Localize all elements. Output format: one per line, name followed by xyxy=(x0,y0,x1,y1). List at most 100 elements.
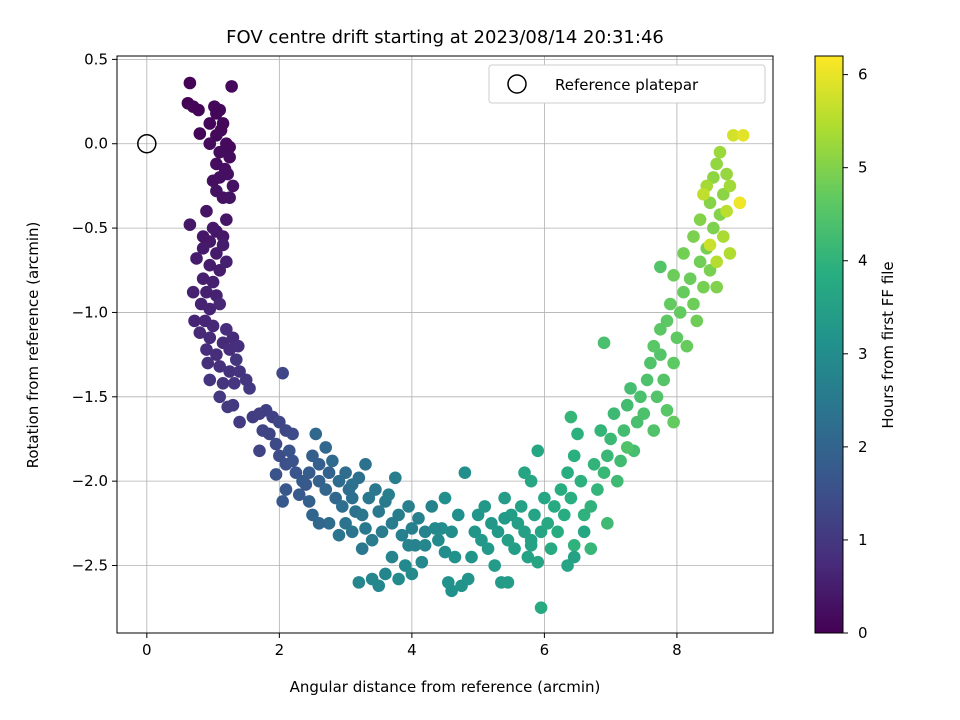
data-point xyxy=(355,542,369,555)
data-point xyxy=(587,457,601,471)
data-point xyxy=(498,491,511,505)
colorbar-ticks: 0 1 2 3 4 5 6 xyxy=(843,66,868,642)
data-point xyxy=(703,196,717,210)
data-point xyxy=(312,517,326,530)
data-point xyxy=(654,348,667,361)
data-point xyxy=(405,522,419,535)
data-point xyxy=(322,517,336,530)
data-point xyxy=(717,188,730,201)
data-point xyxy=(541,517,555,530)
legend-label: Reference platepar xyxy=(555,76,699,94)
data-point xyxy=(269,437,283,451)
data-point xyxy=(223,191,236,205)
data-point xyxy=(524,474,538,488)
data-point xyxy=(548,500,561,513)
data-point xyxy=(365,533,379,547)
data-point xyxy=(561,559,574,572)
data-point xyxy=(693,213,707,226)
data-point xyxy=(289,466,303,480)
data-point xyxy=(521,550,535,564)
data-point xyxy=(607,407,621,420)
data-point xyxy=(485,517,498,530)
data-point xyxy=(720,167,733,181)
data-point xyxy=(282,444,296,458)
data-point xyxy=(703,263,717,277)
data-point xyxy=(395,528,409,542)
data-point xyxy=(577,508,591,522)
colorbar-tick-label: 6 xyxy=(858,66,868,84)
data-point xyxy=(210,247,223,260)
data-point xyxy=(203,331,217,345)
data-point xyxy=(210,348,223,361)
data-point xyxy=(511,517,525,530)
colorbar-tick-label: 1 xyxy=(858,531,868,549)
data-point xyxy=(531,444,545,458)
legend: Reference platepar xyxy=(488,64,766,104)
y-tick-label: −0.5 xyxy=(72,219,108,237)
data-point xyxy=(654,323,667,336)
data-point xyxy=(475,533,488,547)
data-point xyxy=(428,522,442,535)
data-point xyxy=(577,525,591,539)
data-point xyxy=(213,297,227,311)
legend-marker xyxy=(507,74,527,94)
data-point xyxy=(302,495,316,508)
data-point xyxy=(567,538,581,552)
data-point xyxy=(372,505,386,518)
data-point xyxy=(601,517,614,530)
data-point xyxy=(680,339,694,353)
data-point xyxy=(538,491,551,505)
data-point xyxy=(630,415,644,429)
data-point xyxy=(567,550,581,564)
data-point xyxy=(223,140,236,154)
data-point xyxy=(707,221,720,235)
data-point xyxy=(663,297,677,311)
data-point xyxy=(286,427,299,441)
data-point xyxy=(610,474,624,488)
data-point xyxy=(203,258,217,272)
x-tick-label: 4 xyxy=(407,641,417,659)
y-tick-label: −2.5 xyxy=(72,557,108,575)
data-point xyxy=(471,508,485,522)
data-point xyxy=(190,252,203,265)
data-point xyxy=(620,441,634,454)
data-point xyxy=(192,103,205,117)
data-point xyxy=(339,517,352,530)
data-point xyxy=(624,382,637,395)
data-point xyxy=(710,255,723,269)
data-point xyxy=(389,471,402,485)
x-tick-label: 0 xyxy=(142,641,152,659)
data-point xyxy=(478,500,492,513)
data-point xyxy=(657,373,670,387)
data-point xyxy=(544,542,558,555)
colorbar-tick-label: 4 xyxy=(858,252,868,270)
data-point xyxy=(392,508,405,522)
data-point xyxy=(445,584,458,598)
data-point xyxy=(398,559,412,572)
data-point xyxy=(720,204,733,218)
data-point xyxy=(604,432,617,446)
data-points xyxy=(181,76,750,614)
data-point xyxy=(203,302,217,316)
chart-title: FOV centre drift starting at 2023/08/14 … xyxy=(226,27,664,48)
data-point xyxy=(223,365,236,378)
data-point xyxy=(382,488,395,501)
data-point xyxy=(402,538,415,552)
data-point xyxy=(322,466,336,480)
data-point xyxy=(359,457,372,471)
data-point xyxy=(345,491,359,505)
data-point xyxy=(528,508,541,522)
data-point xyxy=(216,117,230,130)
data-point xyxy=(201,356,215,370)
plot-frame xyxy=(116,55,774,634)
y-tick-label: −1.5 xyxy=(72,388,108,406)
colorbar-tick-label: 5 xyxy=(858,159,868,177)
data-point xyxy=(193,127,207,140)
data-point xyxy=(188,314,201,328)
data-point xyxy=(359,522,372,535)
y-tick-label: −2.0 xyxy=(72,472,108,490)
data-point xyxy=(226,179,240,193)
x-axis-label: Angular distance from reference (arcmin) xyxy=(290,678,601,696)
data-point xyxy=(723,179,737,193)
data-point xyxy=(302,466,316,480)
